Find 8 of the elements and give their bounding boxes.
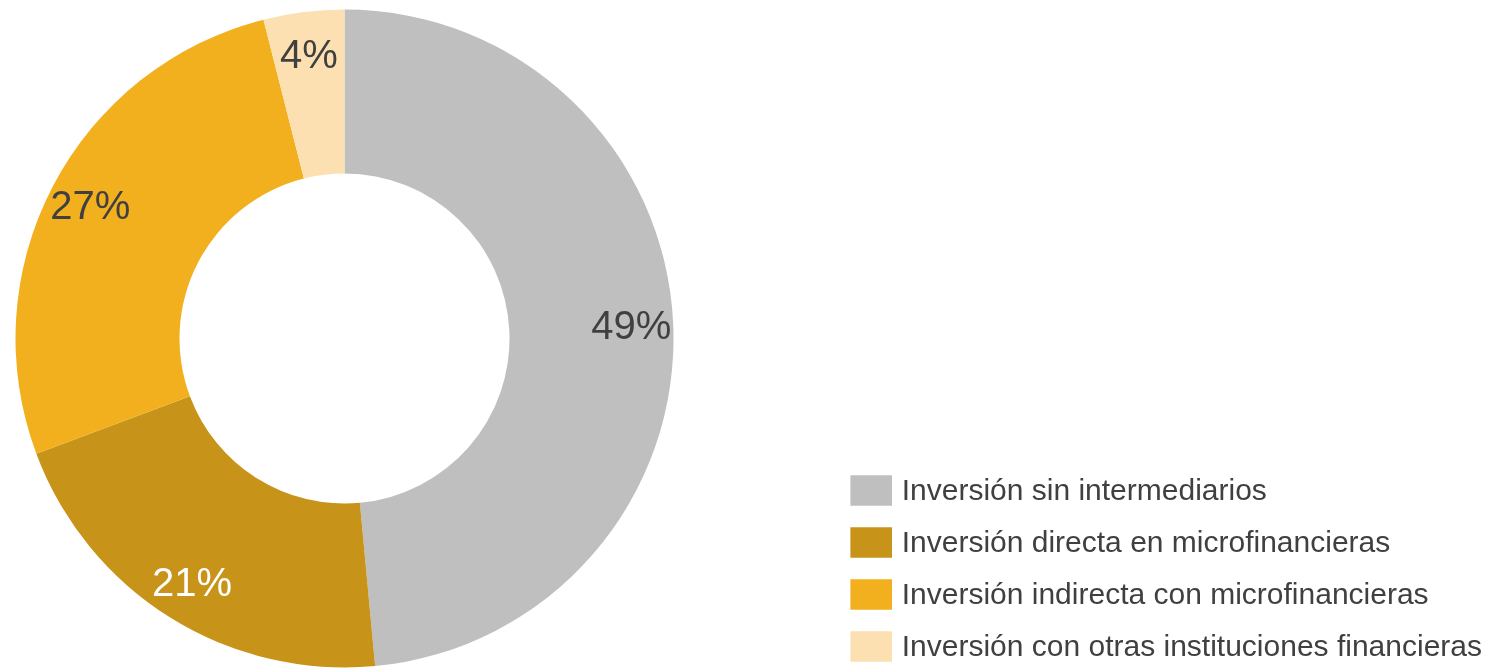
- legend-label: Inversión sin intermediarios: [901, 473, 1267, 507]
- legend-label: Inversión indirecta con microfinancieras: [901, 577, 1429, 611]
- data-label: 49%: [591, 303, 672, 348]
- data-label: 27%: [50, 183, 131, 228]
- legend-label: Inversión con otras instituciones financieras: [901, 629, 1482, 663]
- legend-label: Inversión directa en microfinancieras: [901, 525, 1391, 559]
- data-label: 21%: [152, 559, 233, 604]
- data-label: 4%: [279, 31, 338, 76]
